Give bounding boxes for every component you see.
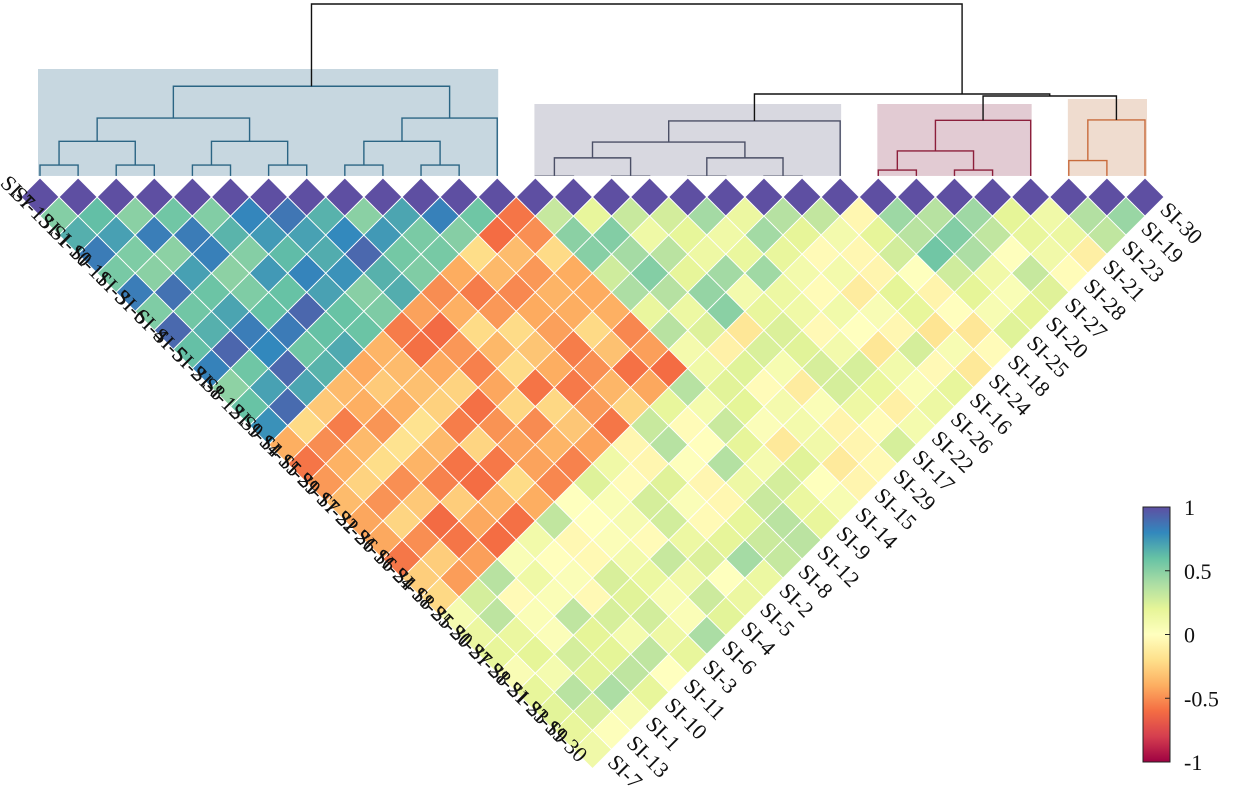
colorbar-tick-label: -1 bbox=[1184, 750, 1202, 775]
heatmap-cells bbox=[0, 175, 1233, 770]
colorbar-tick-label: 0.5 bbox=[1184, 559, 1212, 584]
dendrogram-link bbox=[753, 93, 1051, 103]
colorbar-tick-label: -0.5 bbox=[1184, 686, 1219, 711]
heatmap-cell bbox=[1125, 177, 1165, 217]
dendrogram-link bbox=[553, 157, 632, 177]
cluster-bands bbox=[38, 69, 1147, 196]
dendrogram-link bbox=[934, 119, 1032, 195]
colorbar: 1 0.5 0 -0.5 -1 bbox=[1142, 495, 1219, 775]
dendrogram-link bbox=[706, 157, 784, 177]
dendrogram-link bbox=[310, 3, 963, 94]
colorbar-tick-label: 1 bbox=[1184, 495, 1195, 520]
colorbar-tick-label: 0 bbox=[1184, 623, 1195, 648]
